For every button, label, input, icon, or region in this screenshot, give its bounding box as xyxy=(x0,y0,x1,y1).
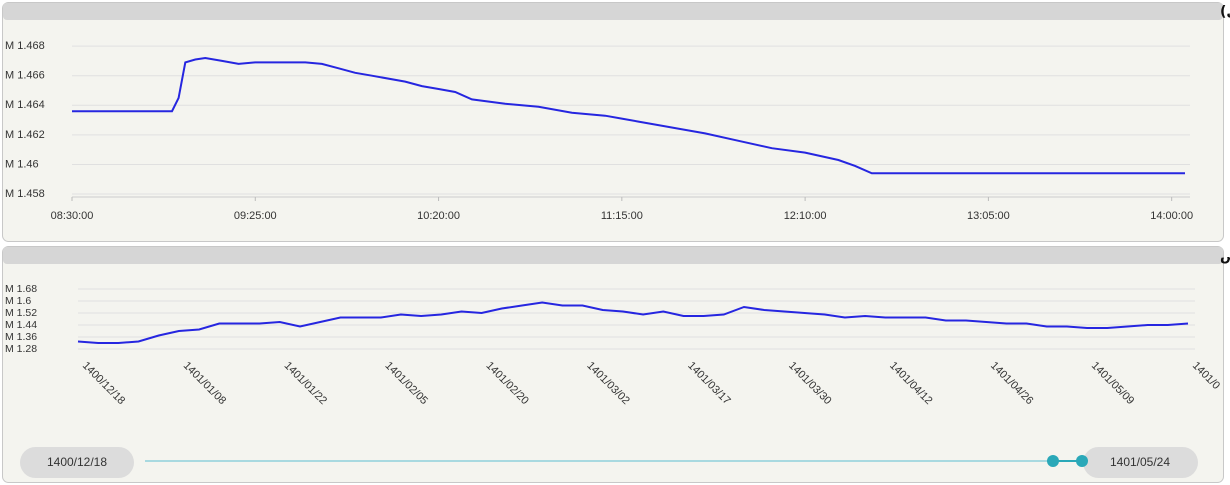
y-tick-label: M 1.468 xyxy=(5,40,45,52)
y-tick-label: M 1.52 xyxy=(5,307,37,319)
panel xyxy=(2,2,1224,242)
x-tick-label: 11:15:00 xyxy=(601,210,643,222)
y-tick-label: M 1.6 xyxy=(5,295,31,307)
panel-header xyxy=(3,3,1223,20)
x-tick-label: 08:30:00 xyxy=(51,210,94,222)
y-tick-label: M 1.46 xyxy=(5,158,39,170)
line-series xyxy=(77,301,1189,344)
x-tick-label: 09:25:00 xyxy=(234,210,277,222)
panel-title: نمودار شاخص xyxy=(1220,248,1230,264)
y-tick-label: M 1.44 xyxy=(5,319,37,331)
y-tick-label: M 1.458 xyxy=(5,188,45,200)
x-tick-label: 13:05:00 xyxy=(967,210,1010,222)
panel xyxy=(2,246,1224,483)
panel-title: شاخص کل (آخرین روز معاملاتی) xyxy=(1220,2,1230,20)
x-tick-label: 10:20:00 xyxy=(417,210,460,222)
line-series xyxy=(72,56,1185,175)
y-tick-label: M 1.464 xyxy=(5,99,45,111)
slider-handle[interactable] xyxy=(1047,455,1059,467)
y-tick-label: M 1.36 xyxy=(5,331,37,343)
y-tick-label: M 1.68 xyxy=(5,283,37,295)
x-tick-label: 14:00:00 xyxy=(1150,210,1193,222)
slider-end-label: 1401/05/24 xyxy=(1110,455,1170,469)
y-tick-label: M 1.28 xyxy=(5,343,37,355)
panel-header xyxy=(3,247,1223,264)
y-tick-label: M 1.466 xyxy=(5,70,45,82)
slider-start-pill[interactable] xyxy=(20,447,134,478)
slider-start-label: 1400/12/18 xyxy=(47,455,107,469)
slider-handle[interactable] xyxy=(1076,455,1088,467)
slider-end-pill[interactable] xyxy=(1083,447,1198,478)
x-tick-label: 12:10:00 xyxy=(784,210,827,222)
y-tick-label: M 1.462 xyxy=(5,129,45,141)
